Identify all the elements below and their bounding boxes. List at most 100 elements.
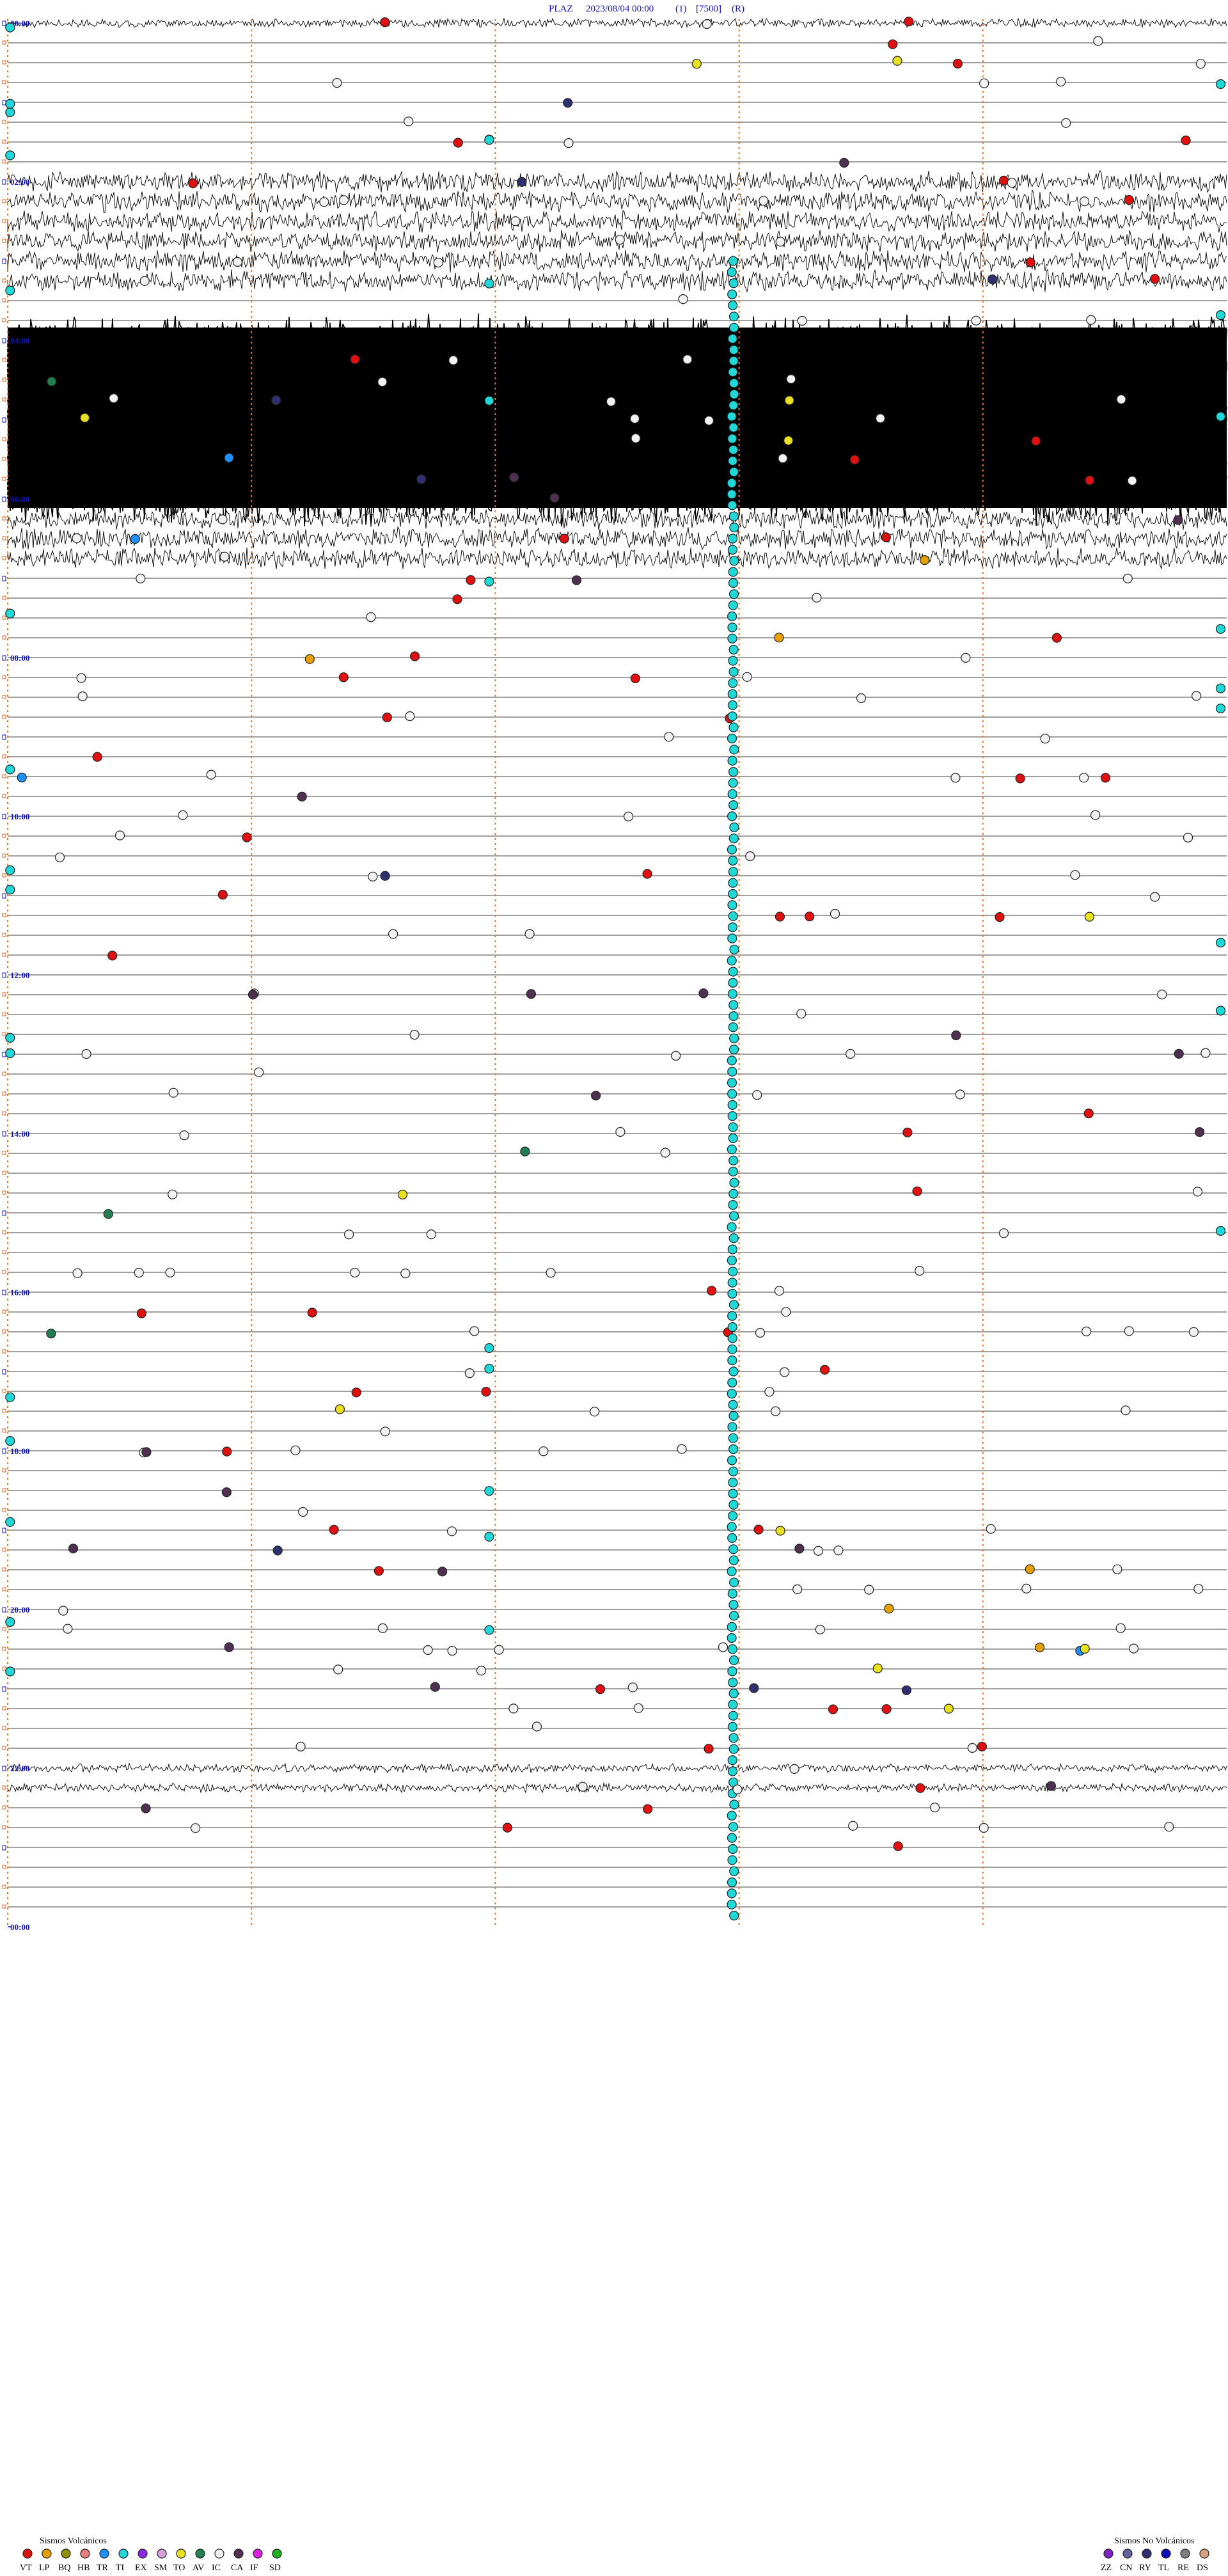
event-marker-vt (242, 832, 252, 842)
event-marker-ca (526, 989, 537, 999)
row-tick (2, 1131, 6, 1137)
event-marker-ic (815, 1624, 825, 1634)
event-marker-vt (893, 1841, 903, 1851)
event-marker-ti (727, 1455, 737, 1466)
legend-swatch-vt (22, 2548, 33, 2559)
row-tick (2, 20, 6, 26)
legend-swatch-ic (214, 2548, 224, 2559)
legend-swatch-cn (1122, 2548, 1133, 2559)
event-marker-ti (1215, 79, 1226, 90)
event-marker-ti (484, 1531, 494, 1542)
event-marker-ti (728, 1199, 738, 1210)
event-marker-ti (728, 1267, 738, 1277)
header-station: PLAZ (549, 4, 573, 14)
legend-code-ry: RY (1139, 2563, 1151, 2573)
legend-code-lp: LP (39, 2563, 50, 2573)
event-marker-ti (727, 1522, 737, 1532)
event-marker-ti (728, 1489, 738, 1499)
event-marker-to (335, 1404, 345, 1414)
event-marker-ti (729, 745, 739, 755)
event-marker-ic (971, 315, 981, 326)
row-tick (2, 913, 6, 917)
event-marker-ti (727, 1277, 737, 1288)
event-marker-ca (549, 493, 560, 503)
event-marker-ti (727, 755, 737, 766)
event-marker-ic (961, 652, 971, 663)
event-marker-ic (298, 1506, 308, 1517)
event-marker-vt (704, 1744, 714, 1754)
row-tick (2, 794, 6, 798)
row-tick (2, 695, 6, 699)
event-marker-vt (753, 1524, 764, 1535)
row-tick (2, 774, 6, 778)
row-tick (2, 1389, 6, 1393)
event-marker-ti (727, 1077, 737, 1088)
event-marker-ic (786, 374, 796, 384)
event-marker-ti (5, 1048, 15, 1059)
row-tick (2, 1468, 6, 1473)
event-marker-ic (1193, 1584, 1204, 1594)
event-marker-ti (1215, 624, 1226, 634)
event-marker-ti (728, 1044, 739, 1055)
hour-label: 10:00 (10, 812, 29, 821)
event-marker-ti (727, 333, 738, 344)
event-marker-ti (728, 1688, 739, 1698)
legend-swatch-hb (80, 2548, 90, 2559)
event-marker-ic (1007, 178, 1017, 188)
row-tick (2, 536, 6, 541)
event-marker-to (872, 1663, 883, 1673)
event-marker-ti (728, 1233, 739, 1244)
event-marker-ti (727, 1766, 738, 1776)
event-marker-ic (343, 1229, 354, 1240)
row-tick (2, 1766, 6, 1771)
event-marker-ti (728, 1822, 739, 1832)
event-marker-ic (615, 235, 625, 245)
trace-active (7, 189, 1227, 214)
row-tick (2, 556, 6, 560)
event-marker-ti (727, 711, 737, 722)
row-tick (2, 1012, 6, 1016)
event-marker-ca (1194, 1127, 1205, 1137)
row-tick (2, 853, 6, 858)
event-marker-ti (727, 1721, 738, 1732)
event-marker-lp (884, 1604, 894, 1614)
event-marker-ic (633, 1703, 643, 1713)
event-marker-ic (606, 397, 617, 407)
event-marker-to (80, 413, 90, 423)
event-marker-ti (5, 608, 15, 619)
event-marker-ic (578, 1782, 588, 1792)
event-marker-ti (5, 885, 15, 895)
row-tick (2, 377, 6, 382)
row-tick (2, 139, 6, 144)
legend-swatch-to (176, 2548, 186, 2559)
event-marker-ic (1081, 1326, 1092, 1336)
event-marker-ic (660, 1148, 670, 1158)
event-marker-ti (728, 445, 739, 455)
event-marker-ic (563, 138, 574, 148)
row-tick (2, 576, 6, 581)
event-marker-ti (484, 1343, 494, 1353)
legend-swatch-ca (233, 2548, 244, 2559)
event-marker-ic (1164, 1822, 1174, 1832)
row-tick (2, 1032, 6, 1036)
event-marker-vt (977, 1741, 988, 1751)
event-marker-ic (510, 216, 521, 226)
event-marker-vt (1149, 274, 1160, 284)
event-marker-ti (1215, 1226, 1226, 1236)
event-marker-tr (130, 533, 140, 544)
event-marker-ic (771, 1406, 781, 1416)
event-marker-ic (856, 693, 867, 704)
event-marker-ic (1127, 475, 1137, 486)
event-marker-ti (727, 989, 738, 999)
event-marker-ti (728, 867, 739, 877)
event-marker-ti (727, 1333, 737, 1343)
event-marker-ic (789, 1764, 799, 1774)
event-marker-ic (1183, 832, 1193, 843)
event-marker-ti (5, 764, 15, 775)
event-marker-ti (727, 1833, 737, 1843)
event-marker-ca (224, 1642, 234, 1652)
legend-swatch-ry (1142, 2548, 1152, 2559)
event-marker-ti (484, 395, 494, 406)
event-marker-ti (727, 1111, 737, 1121)
event-marker-ic (979, 1822, 989, 1833)
